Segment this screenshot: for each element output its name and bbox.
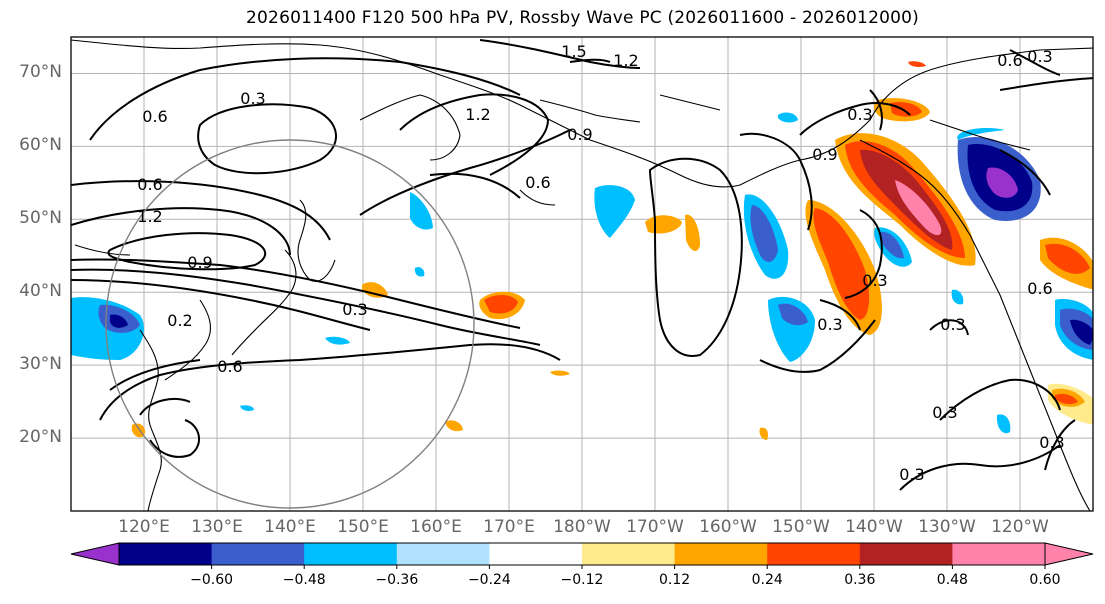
- colorbar-extend-high: [1044, 542, 1094, 566]
- anomaly-shading: [71, 61, 1093, 440]
- contour-label: 0.6: [1027, 279, 1052, 298]
- contour-label: 0.3: [1027, 47, 1052, 66]
- contour-label: 1.5: [561, 42, 586, 61]
- contour-label: 0.6: [137, 175, 162, 194]
- colorbar-tick-label: 0.36: [844, 572, 876, 588]
- colorbar-bin: [767, 543, 861, 565]
- contour-label: 0.9: [187, 253, 212, 272]
- latitude-label: 60°N: [19, 135, 62, 156]
- contour-label: 0.9: [567, 125, 592, 144]
- longitude-label: 140°E: [264, 517, 316, 537]
- colorbar-tick-label: 0.12: [659, 572, 691, 588]
- contour-label: 0.2: [167, 311, 192, 330]
- colorbar-tick-label: −0.24: [467, 572, 511, 588]
- contour-label: 0.3: [1039, 433, 1064, 452]
- contour-label: 0.6: [142, 107, 167, 126]
- contour-label: 0.6: [217, 357, 242, 376]
- latitude-label: 30°N: [19, 354, 62, 375]
- contour-label: 0.6: [997, 51, 1022, 70]
- negative-anomaly-east-asia: [71, 297, 144, 360]
- longitude-label: 160°W: [699, 517, 757, 537]
- longitude-label: 130°E: [191, 517, 243, 537]
- colorbar-bin: [396, 543, 490, 565]
- colorbar-bin: [859, 543, 953, 565]
- contour-label: 0.6: [525, 173, 550, 192]
- longitude-label: 130°W: [918, 517, 976, 537]
- contour-label: 0.3: [847, 105, 872, 124]
- positive-anomaly-west-coast-usa: [1040, 237, 1093, 425]
- positive-anomaly-170w: [479, 291, 525, 320]
- colorbar-tick-label: −0.60: [190, 572, 234, 588]
- colorbar: [70, 542, 1094, 569]
- contour-label: 1.2: [465, 105, 490, 124]
- contour-label: 0.9: [812, 145, 837, 164]
- colorbar-bin: [489, 543, 583, 565]
- longitude-label: 120°W: [991, 517, 1049, 537]
- contour-label: 0.3: [342, 300, 367, 319]
- longitude-label: 170°W: [626, 517, 684, 537]
- pv-contours: [71, 39, 1093, 491]
- colorbar-bin: [304, 543, 398, 565]
- contour-label: 0.3: [940, 315, 965, 334]
- contour-label: 0.3: [899, 465, 924, 484]
- longitude-label: 120°E: [118, 517, 170, 537]
- longitude-label: 170°E: [483, 517, 535, 537]
- longitude-label: 140°W: [845, 517, 903, 537]
- latitude-label: 70°N: [19, 62, 62, 83]
- negative-anomaly-mexico: [1055, 299, 1093, 360]
- longitude-label: 160°E: [410, 517, 462, 537]
- positive-anomaly-central-pacific: [805, 200, 882, 335]
- contour-label-group: 1.5 1.2 0.6 0.3 1.2 0.9 0.6 0.6 1.2 0.9 0.3 0.2 0.6 0…: [137, 42, 1064, 484]
- latitude-label: 40°N: [19, 281, 62, 302]
- contour-label: 0.3: [817, 315, 842, 334]
- contour-label: 0.3: [240, 89, 265, 108]
- latitude-label: 50°N: [19, 208, 62, 229]
- negative-anomaly-british-columbia: [957, 128, 1041, 221]
- colorbar-bin: [211, 543, 305, 565]
- colorbar-tick-label: −0.36: [375, 572, 419, 588]
- colorbar-bin: [119, 543, 213, 565]
- contour-label: 0.3: [932, 403, 957, 422]
- colorbar-tick-label: 0.24: [751, 572, 783, 588]
- longitude-label: 150°W: [772, 517, 830, 537]
- map-title: 2026011400 F120 500 hPa PV, Rossby Wave …: [246, 8, 919, 28]
- highlight-circle: [105, 139, 475, 509]
- colorbar-bin: [674, 543, 768, 565]
- colorbar-extend-low: [70, 542, 120, 566]
- colorbar-tick-label: 0.60: [1029, 572, 1061, 588]
- longitude-label: 150°E: [337, 517, 389, 537]
- colorbar-tick-label: −0.12: [560, 572, 604, 588]
- latitude-label: 20°N: [19, 427, 62, 448]
- positive-anomaly-gulf-of-alaska: [835, 133, 976, 266]
- colorbar-bin: [582, 543, 676, 565]
- map-border: [70, 36, 1094, 512]
- contour-label: 1.2: [613, 51, 638, 70]
- colorbar-bin: [952, 543, 1046, 565]
- colorbar-tick-label: −0.48: [282, 572, 326, 588]
- contour-label: 1.2: [137, 207, 162, 226]
- negative-anomaly-central-pacific: [240, 112, 1011, 434]
- longitude-label: 180°W: [553, 517, 611, 537]
- contour-label: 0.3: [862, 271, 887, 290]
- colorbar-tick-label: 0.48: [936, 572, 968, 588]
